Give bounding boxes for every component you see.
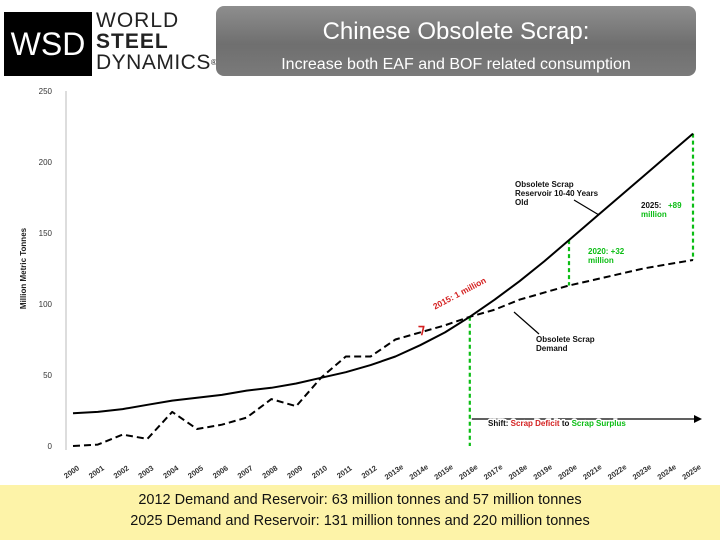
caption-line-2: 2025 Demand and Reservoir: 131 million t… <box>130 513 590 529</box>
x-tick-label: 2020e <box>556 462 578 481</box>
scrap-chart: 0 50 100 150 200 250 Million Metric Tonnes 2000… <box>19 87 703 482</box>
shift-label: Shift: Scrap Deficit to Scrap Surplus <box>488 419 626 428</box>
logo-line-3-text: DYNAMICS <box>96 51 211 74</box>
reservoir-annotation: Reservoir 10-40 Years <box>515 189 599 198</box>
y-tick-label: 100 <box>39 300 53 309</box>
shift-surplus: Scrap Surplus <box>572 419 627 428</box>
shift-prefix: Shift: <box>488 419 511 428</box>
x-tick-label: 2003 <box>137 463 156 480</box>
caption-box: 2012 Demand and Reservoir: 63 million to… <box>0 485 720 540</box>
x-tick-label: 2013e <box>383 462 405 481</box>
y-tick-label: 200 <box>39 158 53 167</box>
marker-2020-label: million <box>588 256 614 265</box>
x-tick-label: 2004 <box>161 463 181 480</box>
logo-box: WSD <box>4 12 92 76</box>
logo-reg-mark: ® <box>210 58 218 67</box>
x-tick-label: 2023e <box>631 462 653 481</box>
y-axis-label: Million Metric Tonnes <box>19 227 28 309</box>
x-tick-label: 2012 <box>360 463 379 480</box>
y-tick-label: 150 <box>39 229 53 238</box>
shift-to: to <box>562 419 572 428</box>
wsd-logo: WSD WORLD STEEL DYNAMICS® <box>4 8 217 76</box>
x-tick-label: 2011 <box>335 464 353 481</box>
marker-2015-label: 2015: 1 million <box>431 275 487 311</box>
y-tick-label: 50 <box>43 371 52 380</box>
x-tick-label: 2016e <box>457 462 479 481</box>
x-tick-label: 2014e <box>408 462 430 481</box>
chart-area: 0 50 100 150 200 250 Million Metric Tonnes 2000… <box>14 82 714 485</box>
marker-2025-unit: million <box>641 210 667 219</box>
demand-annotation: Obsolete Scrap <box>536 335 595 344</box>
reservoir-annotation: Old <box>515 198 528 207</box>
logo-line-3: DYNAMICS® <box>96 52 217 73</box>
x-tick-label: 2001 <box>87 463 106 480</box>
x-tick-label: 2007 <box>236 463 255 480</box>
x-tick-label: 2017e <box>482 462 504 481</box>
x-tick-label: 2002 <box>112 463 131 480</box>
demand-annotation: Demand <box>536 344 568 353</box>
reservoir-annotation: Obsolete Scrap <box>515 180 574 189</box>
x-tick-label: 2021e <box>581 462 603 481</box>
reservoir-arrow <box>573 199 600 216</box>
demand-arrow <box>513 311 540 335</box>
shift-deficit: Scrap Deficit <box>511 419 562 428</box>
x-tick-label: 2019e <box>532 462 554 481</box>
x-tick-label: 2010 <box>310 463 329 480</box>
x-tick-label: 2005 <box>186 463 205 480</box>
x-tick-label: 2025e <box>680 462 702 481</box>
marker-2015-tick: ⁊ <box>418 320 425 336</box>
marker-2020-label: 2020: +32 <box>588 247 625 256</box>
logo-line-1: WORLD <box>96 9 180 32</box>
x-tick-label: 2000 <box>62 463 81 480</box>
reservoir-line <box>72 132 694 415</box>
x-tick-label: 2022e <box>606 462 628 481</box>
marker-2025-value: +89 <box>668 201 682 210</box>
x-tick-label: 2015e <box>432 462 454 481</box>
logo-line-2: STEEL <box>96 30 169 53</box>
slide-title: Chinese Obsolete Scrap: <box>322 18 590 45</box>
y-tick-label: 250 <box>39 87 53 96</box>
logo-words: WORLD STEEL DYNAMICS® <box>96 10 217 73</box>
x-tick-label: 2018e <box>507 462 529 481</box>
x-tick-label: 2009 <box>285 463 304 480</box>
x-tick-label: 2024e <box>656 462 678 481</box>
slide-header: WSD WORLD STEEL DYNAMICS® Chinese Obsole… <box>0 0 720 80</box>
caption-line-1: 2012 Demand and Reservoir: 63 million to… <box>138 492 582 508</box>
shift-arrowhead <box>694 415 702 423</box>
title-band: Chinese Obsolete Scrap: Increase both EA… <box>216 6 696 76</box>
marker-2025-year: 2025: <box>641 201 661 210</box>
x-tick-label: 2008 <box>261 463 280 480</box>
y-tick-label: 0 <box>48 442 53 451</box>
slide-subtitle: Increase both EAF and BOF related consum… <box>281 56 631 73</box>
x-tick-label: 2006 <box>211 463 230 480</box>
